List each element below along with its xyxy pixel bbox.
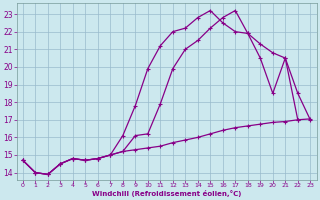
X-axis label: Windchill (Refroidissement éolien,°C): Windchill (Refroidissement éolien,°C) bbox=[92, 190, 241, 197]
